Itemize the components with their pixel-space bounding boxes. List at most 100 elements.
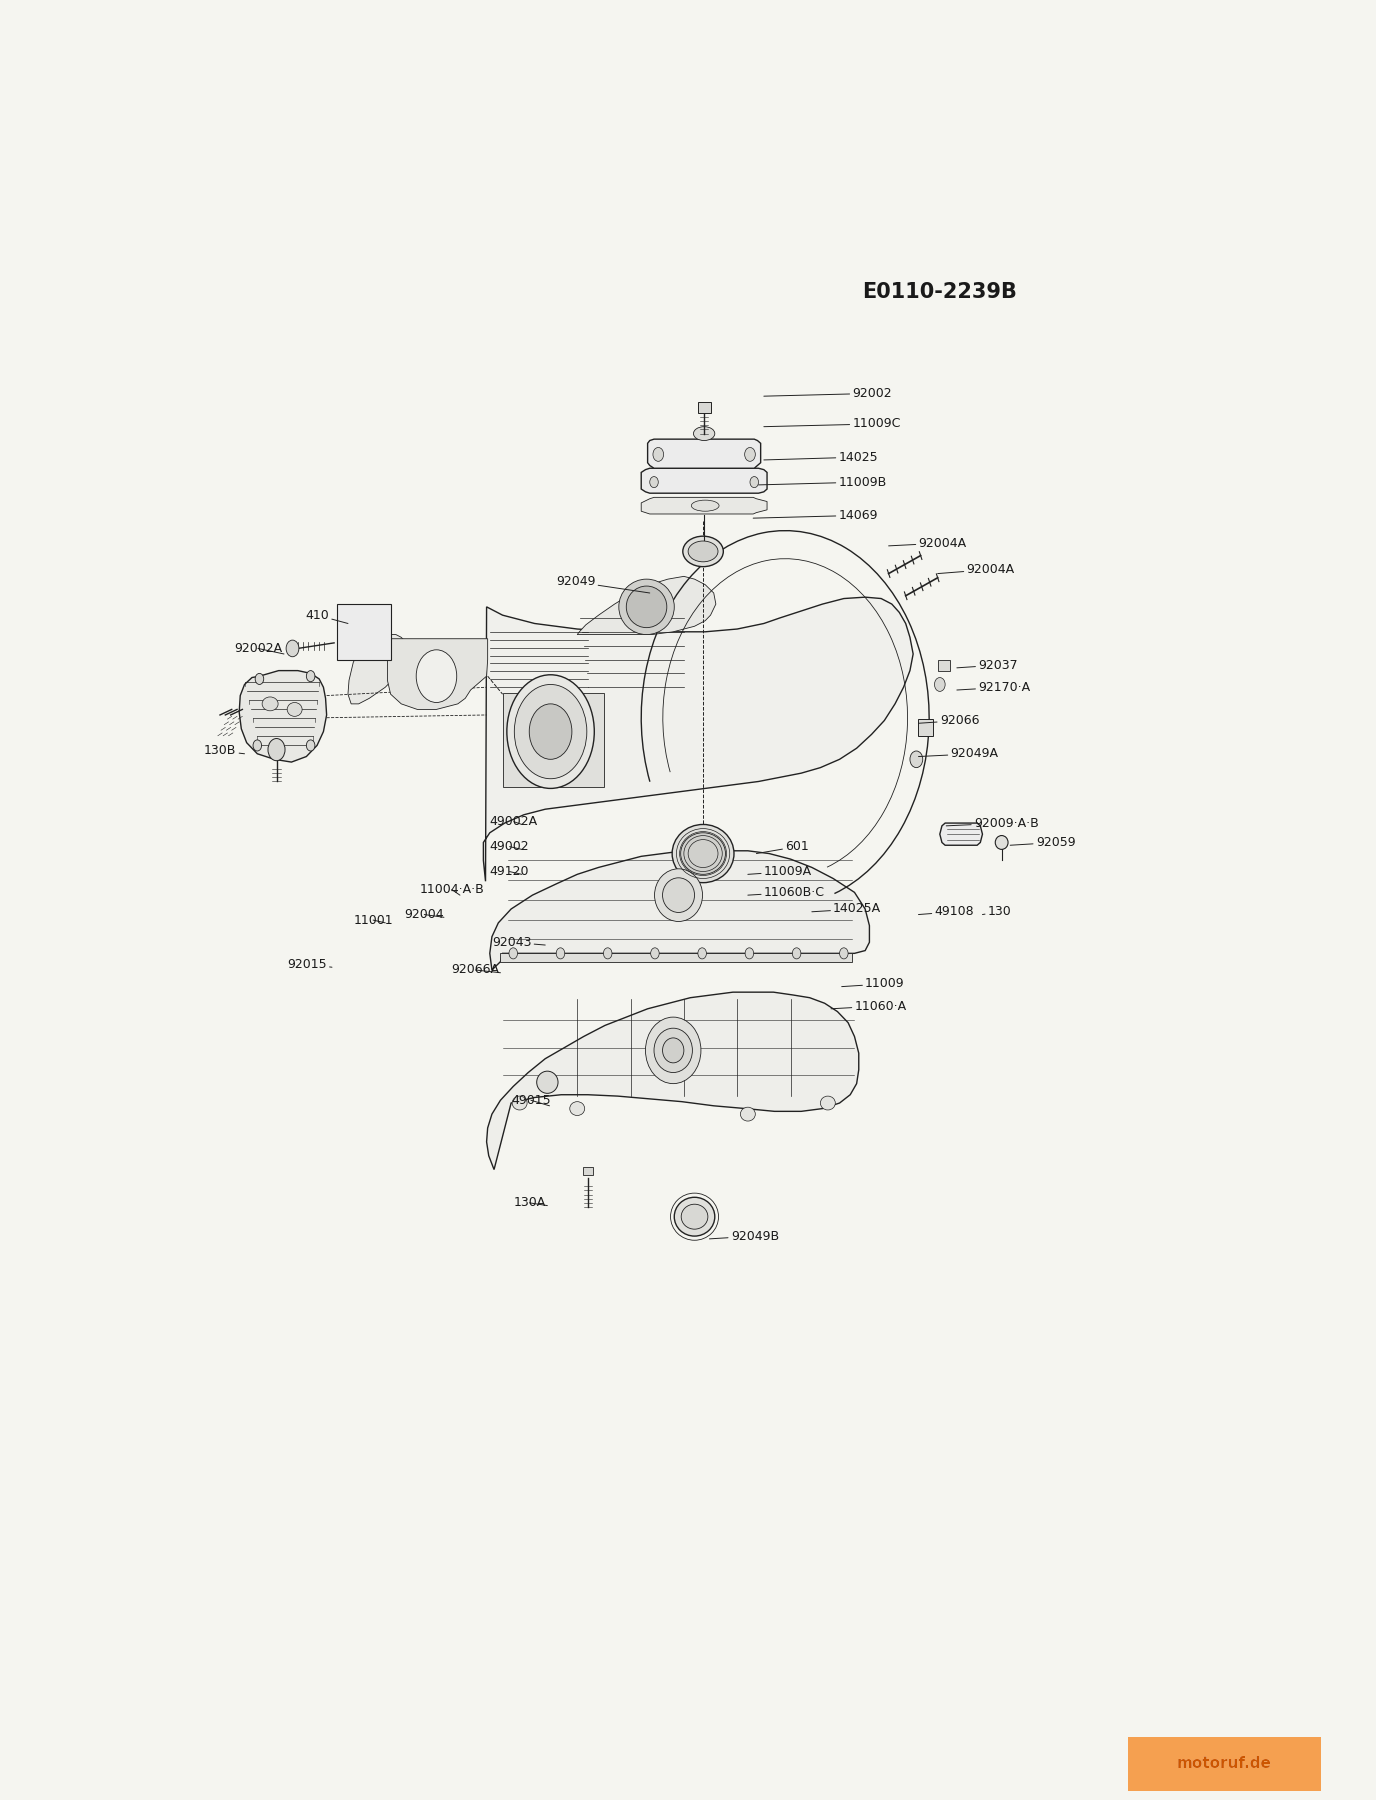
Text: 49108: 49108 <box>919 905 974 918</box>
Ellipse shape <box>570 1102 585 1116</box>
Ellipse shape <box>655 869 703 922</box>
Ellipse shape <box>995 835 1009 850</box>
Text: 11009: 11009 <box>842 977 905 990</box>
Text: 14025A: 14025A <box>812 902 881 916</box>
Text: 92015: 92015 <box>288 958 332 970</box>
Polygon shape <box>490 851 870 970</box>
Text: 11001: 11001 <box>354 914 394 927</box>
Circle shape <box>255 673 264 684</box>
FancyBboxPatch shape <box>582 1166 593 1175</box>
Polygon shape <box>641 468 766 493</box>
Text: 92002A: 92002A <box>234 643 283 655</box>
Text: 92049B: 92049B <box>710 1229 779 1242</box>
Text: 11009B: 11009B <box>758 475 886 488</box>
Circle shape <box>509 949 517 959</box>
FancyBboxPatch shape <box>337 605 391 659</box>
Text: 92004A: 92004A <box>937 563 1014 576</box>
Text: 92043: 92043 <box>493 936 545 949</box>
Text: 11004·A·B: 11004·A·B <box>420 884 484 896</box>
Text: 92059: 92059 <box>1010 835 1076 850</box>
Circle shape <box>839 949 848 959</box>
Circle shape <box>307 671 315 682</box>
Text: 130B: 130B <box>204 745 245 758</box>
Ellipse shape <box>530 704 572 760</box>
FancyBboxPatch shape <box>1119 1735 1331 1793</box>
Ellipse shape <box>681 833 725 875</box>
Polygon shape <box>940 823 982 846</box>
Ellipse shape <box>416 650 457 702</box>
Text: 11009A: 11009A <box>749 866 812 878</box>
Ellipse shape <box>537 1071 559 1093</box>
Ellipse shape <box>506 675 594 788</box>
Text: 49015: 49015 <box>510 1094 550 1107</box>
Ellipse shape <box>691 500 720 511</box>
Polygon shape <box>501 954 852 961</box>
Circle shape <box>698 949 706 959</box>
Circle shape <box>649 477 658 488</box>
Ellipse shape <box>261 697 278 711</box>
FancyBboxPatch shape <box>698 401 710 412</box>
Text: 92066A: 92066A <box>451 963 501 976</box>
Ellipse shape <box>512 1096 527 1111</box>
FancyBboxPatch shape <box>937 659 951 671</box>
Text: 49002A: 49002A <box>490 815 538 828</box>
Text: 11060B·C: 11060B·C <box>749 886 824 898</box>
Ellipse shape <box>820 1096 835 1111</box>
Text: 11060·A: 11060·A <box>831 999 907 1013</box>
Circle shape <box>744 448 755 461</box>
Ellipse shape <box>645 1017 700 1084</box>
Circle shape <box>253 740 261 751</box>
Ellipse shape <box>694 427 714 441</box>
Ellipse shape <box>688 542 718 562</box>
Text: 92066: 92066 <box>919 715 980 727</box>
Ellipse shape <box>515 684 586 779</box>
Text: 92037: 92037 <box>956 659 1018 671</box>
Text: 14025: 14025 <box>764 450 878 464</box>
Circle shape <box>556 949 564 959</box>
Ellipse shape <box>663 1039 684 1062</box>
Ellipse shape <box>288 702 303 716</box>
Polygon shape <box>641 497 766 515</box>
Circle shape <box>793 949 801 959</box>
Text: 92004: 92004 <box>405 907 444 922</box>
Text: 92009·A·B: 92009·A·B <box>947 817 1039 830</box>
Polygon shape <box>348 635 409 704</box>
Polygon shape <box>578 576 716 635</box>
Ellipse shape <box>619 580 674 635</box>
Circle shape <box>268 738 285 761</box>
Circle shape <box>286 641 299 657</box>
Text: 11009C: 11009C <box>764 418 901 430</box>
Polygon shape <box>483 598 914 882</box>
Text: 92170·A: 92170·A <box>956 680 1031 693</box>
Text: 49002: 49002 <box>490 841 530 853</box>
Ellipse shape <box>682 536 724 567</box>
Text: 92049A: 92049A <box>919 747 999 760</box>
Ellipse shape <box>626 587 667 628</box>
Polygon shape <box>239 671 326 761</box>
FancyBboxPatch shape <box>502 693 604 787</box>
Ellipse shape <box>740 1107 755 1121</box>
Polygon shape <box>388 639 487 709</box>
Text: E0110-2239B: E0110-2239B <box>863 283 1017 302</box>
Ellipse shape <box>681 1204 707 1229</box>
Circle shape <box>307 740 315 751</box>
Circle shape <box>746 949 754 959</box>
Text: motoruf.de: motoruf.de <box>1178 1757 1271 1771</box>
Text: 92049: 92049 <box>556 576 649 592</box>
Circle shape <box>654 448 663 461</box>
Polygon shape <box>487 992 859 1170</box>
Text: 49120: 49120 <box>490 866 530 878</box>
Circle shape <box>910 751 923 767</box>
Text: 14069: 14069 <box>753 509 878 522</box>
Circle shape <box>604 949 612 959</box>
Text: motoruf.de: motoruf.de <box>1178 1757 1271 1771</box>
Ellipse shape <box>671 824 733 882</box>
Polygon shape <box>648 439 761 468</box>
Text: 410: 410 <box>305 608 348 623</box>
Circle shape <box>651 949 659 959</box>
Ellipse shape <box>674 1197 714 1237</box>
Circle shape <box>934 677 945 691</box>
Text: 130A: 130A <box>513 1197 548 1210</box>
Circle shape <box>750 477 758 488</box>
FancyBboxPatch shape <box>919 720 933 736</box>
